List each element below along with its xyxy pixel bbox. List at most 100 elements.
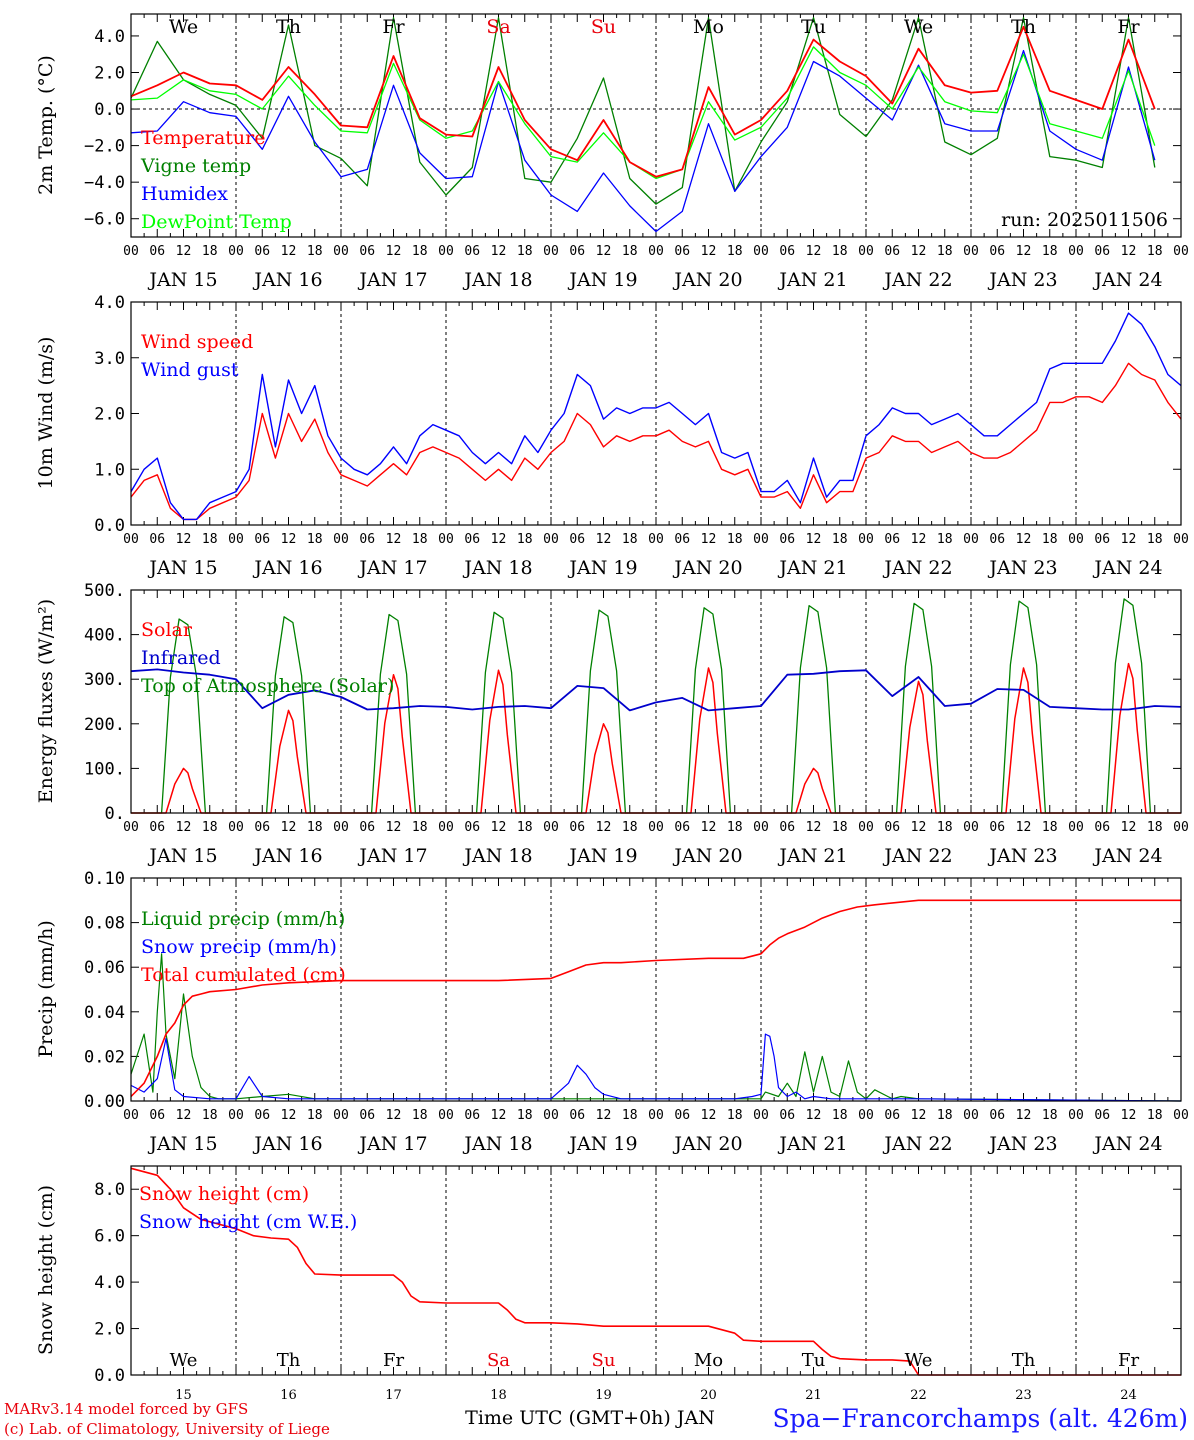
hour-tick-label: 18: [517, 244, 533, 259]
day-number-label: 19: [595, 1388, 612, 1403]
day-label: JAN 22: [882, 1133, 952, 1155]
day-label: JAN 23: [987, 845, 1057, 867]
hour-tick-label: 12: [806, 532, 822, 547]
series-3: [131, 46, 1156, 180]
hour-tick-label: 00: [1068, 244, 1084, 259]
hour-tick-label: 00: [333, 532, 349, 547]
series-1: [131, 17, 1156, 205]
hour-tick-label: 06: [674, 1108, 690, 1123]
hour-tick-label: 06: [149, 532, 165, 547]
day-label: JAN 22: [882, 845, 952, 867]
hour-tick-label: 00: [858, 532, 874, 547]
hour-tick-label: 00: [753, 532, 769, 547]
y-axis-label: Snow height (cm): [35, 1185, 57, 1355]
panel-frame: [130, 13, 1182, 238]
hour-tick-label: 12: [806, 244, 822, 259]
weekday-label: Mo: [693, 16, 724, 38]
y-tick-label: 0.00: [84, 1092, 125, 1112]
hour-tick-label: 18: [307, 244, 323, 259]
hour-tick-label: 00: [333, 820, 349, 835]
panel-frame: [130, 301, 1182, 526]
day-label: JAN 15: [147, 1133, 217, 1155]
panel-frame: [130, 589, 1182, 814]
hour-tick-label: 06: [254, 532, 270, 547]
day-label: JAN 23: [987, 557, 1057, 579]
y-tick-label: 6.0: [94, 1227, 125, 1247]
legend-entry: Solar: [141, 619, 193, 641]
weekday-label: Sa: [487, 1350, 510, 1371]
hour-tick-label: 06: [989, 532, 1005, 547]
y-tick-label: 0.08: [84, 914, 125, 934]
station-label: Spa−Francorchamps (alt. 426m): [772, 1404, 1188, 1433]
hour-tick-label: 12: [491, 820, 507, 835]
hour-tick-label: 00: [438, 820, 454, 835]
weekday-label: Th: [277, 1350, 301, 1371]
day-label: JAN 18: [462, 557, 532, 579]
y-tick-label: 0.10: [84, 869, 125, 889]
panel-frame: [130, 1165, 1182, 1376]
hour-tick-label: 18: [937, 1108, 953, 1123]
hour-tick-label: 12: [701, 1108, 717, 1123]
x-axis-label: Time UTC (GMT+0h) JAN: [465, 1407, 715, 1429]
hour-tick-label: 00: [123, 532, 139, 547]
hour-tick-label: 00: [963, 1108, 979, 1123]
day-label: JAN 19: [567, 1133, 637, 1155]
y-axis-label: 2m Temp. (°C): [35, 55, 57, 195]
weekday-label: Tu: [801, 16, 826, 38]
hour-tick-label: 18: [1147, 1108, 1163, 1123]
hour-tick-label: 12: [176, 532, 192, 547]
day-label: JAN 17: [357, 557, 427, 579]
day-label: JAN 24: [1092, 845, 1162, 867]
hour-tick-label: 06: [149, 820, 165, 835]
hour-tick-label: 12: [596, 244, 612, 259]
hour-tick-label: 00: [333, 244, 349, 259]
hour-tick-label: 18: [412, 820, 428, 835]
hour-tick-label: 18: [517, 532, 533, 547]
legend-entry: Snow height (cm): [139, 1183, 309, 1205]
hour-tick-label: 06: [779, 244, 795, 259]
y-tick-label: 0.0: [94, 100, 125, 120]
hour-tick-label: 12: [1016, 244, 1032, 259]
hour-tick-label: 12: [176, 1108, 192, 1123]
hour-tick-label: 12: [701, 820, 717, 835]
day-label: JAN 24: [1092, 1133, 1162, 1155]
y-tick-label: −2.0: [84, 137, 125, 157]
day-label: JAN 16: [252, 269, 322, 291]
hour-tick-label: 12: [281, 532, 297, 547]
weekday-label: We: [170, 1350, 198, 1371]
hour-tick-label: 06: [464, 532, 480, 547]
hour-tick-label: 06: [359, 820, 375, 835]
run-label: run: 2025011506: [1001, 209, 1168, 231]
hour-tick-label: 18: [727, 1108, 743, 1123]
day-label: JAN 19: [567, 845, 637, 867]
day-label: JAN 15: [147, 845, 217, 867]
series-group: [131, 17, 1156, 233]
y-axis-label: 10m Wind (m/s): [35, 337, 57, 490]
y-tick-label: 4.0: [94, 1273, 125, 1293]
hour-tick-label: 00: [543, 532, 559, 547]
hour-tick-label: 12: [701, 244, 717, 259]
hour-tick-label: 00: [438, 1108, 454, 1123]
day-number-label: 23: [1015, 1388, 1032, 1403]
hour-tick-label: 00: [543, 820, 559, 835]
hour-tick-label: 12: [281, 820, 297, 835]
hour-tick-label: 00: [858, 820, 874, 835]
day-label: JAN 22: [882, 557, 952, 579]
weekday-label: We: [904, 16, 933, 38]
day-label: JAN 19: [567, 557, 637, 579]
hour-tick-label: 00: [333, 1108, 349, 1123]
hour-tick-label: 06: [779, 532, 795, 547]
hour-tick-label: 18: [622, 244, 638, 259]
hour-tick-label: 00: [753, 820, 769, 835]
hour-tick-label: 00: [1173, 532, 1189, 547]
weekday-label: We: [169, 16, 198, 38]
hour-tick-label: 06: [254, 1108, 270, 1123]
hour-tick-label: 12: [176, 820, 192, 835]
y-tick-label: 400.: [84, 626, 125, 646]
day-label: JAN 16: [252, 845, 322, 867]
legend-entry: DewPoint Temp: [141, 211, 292, 233]
day-number-label: 16: [280, 1388, 297, 1403]
hour-tick-label: 18: [307, 820, 323, 835]
hour-tick-label: 06: [569, 1108, 585, 1123]
panel-1: −6.0 −4.0 −2.0 0.0 2.0 4.0 2m Temp. (°C) 00 06 12…: [35, 14, 1189, 291]
